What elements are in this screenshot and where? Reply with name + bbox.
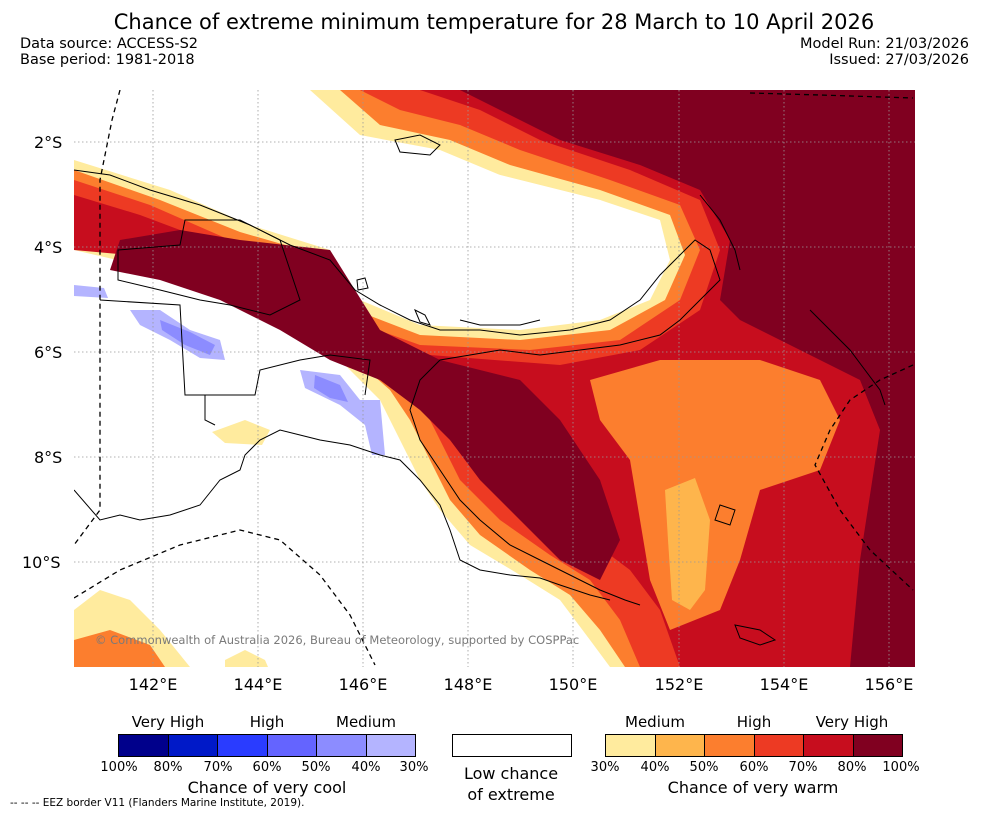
warm-swatch	[853, 735, 902, 756]
warm-tick: 70%	[788, 760, 818, 775]
warm-legend-title: Chance of very warm	[667, 778, 839, 797]
warm-swatch	[804, 735, 854, 756]
cool-patch-3	[160, 320, 215, 355]
lat-label: 8°S	[34, 448, 63, 467]
lat-label: 4°S	[34, 238, 63, 257]
warm-swatch	[655, 735, 705, 756]
warm-band-darkred	[460, 90, 915, 667]
lon-label: 152°E	[654, 675, 704, 694]
warm-tick: 50%	[689, 760, 719, 775]
warm-category: Medium	[625, 713, 685, 731]
lon-label: 144°E	[233, 675, 283, 694]
lon-label: 142°E	[128, 675, 178, 694]
cool-tick: 100%	[100, 760, 138, 775]
south-west-warm-orange	[74, 630, 165, 667]
coastlines	[74, 134, 886, 646]
warm-tick: 40%	[640, 760, 670, 775]
cool-tick: 50%	[301, 760, 331, 775]
copyright-notice: © Commonwealth of Australia 2026, Bureau…	[95, 633, 580, 647]
cool-swatch	[119, 735, 169, 756]
cool-category: High	[249, 713, 285, 731]
cool-tick: 40%	[351, 760, 381, 775]
cool-swatch	[218, 735, 268, 756]
graticule	[74, 90, 915, 667]
low-chance-line2: of extreme	[467, 785, 555, 804]
cool-swatch	[366, 735, 415, 756]
low-chance-swatch	[452, 734, 572, 757]
cool-swatch	[168, 735, 218, 756]
model-run: Model Run: 21/03/2026	[799, 36, 969, 52]
warm-category: Very High	[815, 713, 889, 731]
issued-date: Issued: 27/03/2026	[829, 52, 969, 68]
cool-tick: 70%	[203, 760, 233, 775]
cool-category: Very High	[131, 713, 205, 731]
cool-tick: 60%	[252, 760, 282, 775]
west-warm-small	[212, 420, 270, 445]
meta-left: Data source: ACCESS-S2 Base period: 1981…	[20, 36, 198, 68]
lat-label: 2°S	[34, 133, 63, 152]
warm-core-darkred	[110, 230, 620, 580]
cool-tick: 30%	[399, 760, 429, 775]
warm-swatch	[754, 735, 804, 756]
cool-swatch	[267, 735, 317, 756]
warm-patch-orange	[590, 360, 840, 630]
cool-colorbar	[118, 734, 416, 757]
warm-tick: 100%	[882, 760, 920, 775]
warm-swatch	[606, 735, 656, 756]
meta-right: Model Run: 21/03/2026 Issued: 27/03/2026	[800, 36, 969, 68]
base-period: Base period: 1981-2018	[20, 52, 195, 68]
chart-title: Chance of extreme minimum temperature fo…	[113, 10, 875, 34]
warm-swatch	[705, 735, 755, 756]
lon-label: 148°E	[443, 675, 493, 694]
warm-category: High	[736, 713, 772, 731]
lat-label: 10°S	[22, 553, 61, 572]
lat-label: 6°S	[34, 343, 63, 362]
south-warm-small	[225, 650, 268, 667]
lon-label: 146°E	[338, 675, 388, 694]
warm-tick: 30%	[590, 760, 620, 775]
lon-label: 156°E	[864, 675, 914, 694]
cool-tick: 80%	[153, 760, 183, 775]
eez-borders	[74, 90, 914, 666]
eez-note: -- -- -- EEZ border V11 (Flanders Marine…	[10, 797, 305, 809]
data-source: Data source: ACCESS-S2	[20, 36, 199, 52]
low-chance-north	[300, 150, 660, 325]
cool-patch-5	[314, 375, 348, 402]
warm-tick: 60%	[739, 760, 769, 775]
warm-colorbar	[605, 734, 903, 757]
cool-category: Medium	[336, 713, 396, 731]
lon-label: 150°E	[548, 675, 598, 694]
warm-patch-light	[665, 478, 710, 610]
cool-swatch	[317, 735, 367, 756]
low-chance-label: Low chance of extreme	[464, 763, 558, 805]
warm-tick: 80%	[837, 760, 867, 775]
cool-legend-title: Chance of very cool	[187, 778, 347, 797]
lon-label: 154°E	[759, 675, 809, 694]
low-chance-line1: Low chance	[463, 764, 559, 783]
